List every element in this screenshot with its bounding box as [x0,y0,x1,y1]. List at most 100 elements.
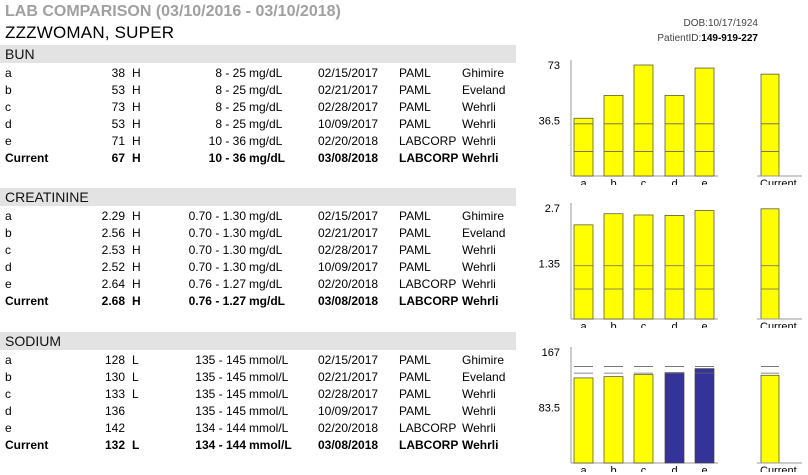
doctor-name: Wehrli [462,404,496,418]
y-mid-label: 1.35 [539,259,560,271]
result-value: 71 [111,134,125,148]
result-row[interactable]: b 53 H 8 - 25 mg/dL 02/21/2017 PAML Eveland [0,82,516,99]
dob-line: DOB:10/17/1924 [657,16,758,31]
result-label: e [5,134,12,148]
lab-name: LABCORP [399,134,457,148]
patient-id-label: PatientID: [657,33,702,44]
x-label-current: Current [760,465,797,472]
result-label: Current [5,438,49,452]
reference-range: 10 - 36 [208,151,246,165]
lab-name: PAML [399,209,431,223]
result-row[interactable]: d 136 135 - 145 mmol/L 10/09/2017 PAML Wehrli [0,403,516,420]
result-value: 136 [104,404,125,418]
x-label-a: a [580,465,587,472]
result-label: Current [5,294,49,308]
x-label-current: Current [760,178,797,185]
result-row[interactable]: d 53 H 8 - 25 mg/dL 10/09/2017 PAML Wehrli [0,116,516,133]
result-unit: mg/dL [249,83,283,97]
x-label-c: c [641,178,647,185]
result-unit: mmol/L [249,370,289,384]
lab-section-sodium: SODIUM a 128 L 135 - 145 mmol/L 02/15/2017 PAML… [0,332,808,472]
result-row[interactable]: d 2.52 H 0.70 - 1.30 mg/dL 10/09/2017 PAML Wehr… [0,259,516,276]
result-date: 02/15/2017 [318,353,379,367]
result-row[interactable]: a 38 H 8 - 25 mg/dL 02/15/2017 PAML Ghimire [0,65,516,82]
reference-range: 135 - 145 [195,370,246,384]
doctor-name: Ghimire [462,353,505,367]
reference-range: 134 - 144 [195,438,246,452]
section-header: SODIUM [0,332,516,350]
result-label: a [5,66,12,80]
section-header: CREATININE [0,188,516,206]
doctor-name: Wehrli [462,421,496,435]
doctor-name: Eveland [462,226,506,240]
result-flag: H [132,243,141,257]
bar-d [664,95,685,177]
result-label: c [5,243,11,257]
lab-name: PAML [399,66,431,80]
result-row[interactable]: c 2.53 H 0.70 - 1.30 mg/dL 02/28/2017 PAML Wehr… [0,242,516,259]
result-flag: H [132,83,141,97]
lab-name: PAML [399,260,431,274]
result-row[interactable]: e 142 134 - 144 mmol/L 02/20/2018 LABCORP Wehr… [0,420,516,437]
reference-range: 135 - 145 [195,387,246,401]
lab-section-creatinine: CREATININE a 2.29 H 0.70 - 1.30 mg/dL 02/15/20… [0,188,808,328]
result-unit: mg/dL [249,277,283,291]
result-label: c [5,100,11,114]
result-unit: mg/dL [249,226,283,240]
bar-current [760,73,780,177]
bar-b [603,376,624,464]
result-value: 130 [104,370,125,384]
doctor-name: Ghimire [462,209,505,223]
result-flag: H [132,260,141,274]
x-label-c: c [641,321,647,328]
bar-e [694,368,715,464]
bar-current [760,208,780,320]
lab-name: PAML [399,353,431,367]
result-value: 2.64 [101,277,125,291]
result-row[interactable]: b 130 L 135 - 145 mmol/L 02/21/2017 PAML Evelan… [0,369,516,386]
current-result-row[interactable]: Current 2.68 H 0.76 - 1.27 mg/dL 03/08/2018 LA… [0,293,516,310]
result-flag: L [132,370,139,384]
result-unit: mmol/L [249,421,289,435]
result-row[interactable]: a 128 L 135 - 145 mmol/L 02/15/2017 PAML Ghimir… [0,352,516,369]
result-unit: mg/dL [249,151,285,165]
result-label: e [5,421,12,435]
x-label-current: Current [760,321,797,328]
x-label-d: d [671,465,677,472]
current-result-row[interactable]: Current 67 H 10 - 36 mg/dL 03/08/2018 LABCORP W… [0,150,516,167]
current-result-row[interactable]: Current 132 L 134 - 144 mmol/L 03/08/2018 LABC… [0,437,516,454]
bar-current [760,374,780,464]
lab-name: LABCORP [399,438,459,452]
result-row[interactable]: a 2.29 H 0.70 - 1.30 mg/dL 02/15/2017 PAML Ghim… [0,208,516,225]
lab-name: PAML [399,100,431,114]
reference-range: 134 - 144 [195,421,246,435]
reference-range: 8 - 25 [215,100,246,114]
result-row[interactable]: c 133 L 135 - 145 mmol/L 02/28/2017 PAML Wehrli [0,386,516,403]
x-label-e: e [701,178,707,185]
bar-d [664,215,685,320]
result-value: 2.56 [101,226,125,240]
result-unit: mg/dL [249,243,283,257]
result-value: 142 [104,421,125,435]
bar-c [633,214,654,320]
reference-range: 0.70 - 1.30 [188,243,246,257]
result-row[interactable]: c 73 H 8 - 25 mg/dL 02/28/2017 PAML Wehrli [0,99,516,116]
patient-id-value: 149-919-227 [701,33,758,44]
result-row[interactable]: e 71 H 10 - 36 mg/dL 02/20/2018 LABCORP Wehrli [0,133,516,150]
doctor-name: Wehrli [462,294,499,308]
result-unit: mg/dL [249,134,283,148]
report-title: LAB COMPARISON (03/10/2016 - 03/10/2018) [5,3,341,20]
result-date: 02/28/2017 [318,387,379,401]
result-date: 02/20/2018 [318,134,379,148]
result-label: d [5,117,12,131]
lab-name: PAML [399,117,431,131]
bar-d [664,372,685,464]
result-value: 73 [111,100,125,114]
doctor-name: Wehrli [462,387,496,401]
y-max-label: 167 [542,347,560,359]
result-row[interactable]: b 2.56 H 0.70 - 1.30 mg/dL 02/21/2017 PAML Evel… [0,225,516,242]
doctor-name: Wehrli [462,438,499,452]
bar-c [633,64,654,177]
result-flag: H [132,134,141,148]
result-row[interactable]: e 2.64 H 0.76 - 1.27 mg/dL 02/20/2018 LABCORP W… [0,276,516,293]
